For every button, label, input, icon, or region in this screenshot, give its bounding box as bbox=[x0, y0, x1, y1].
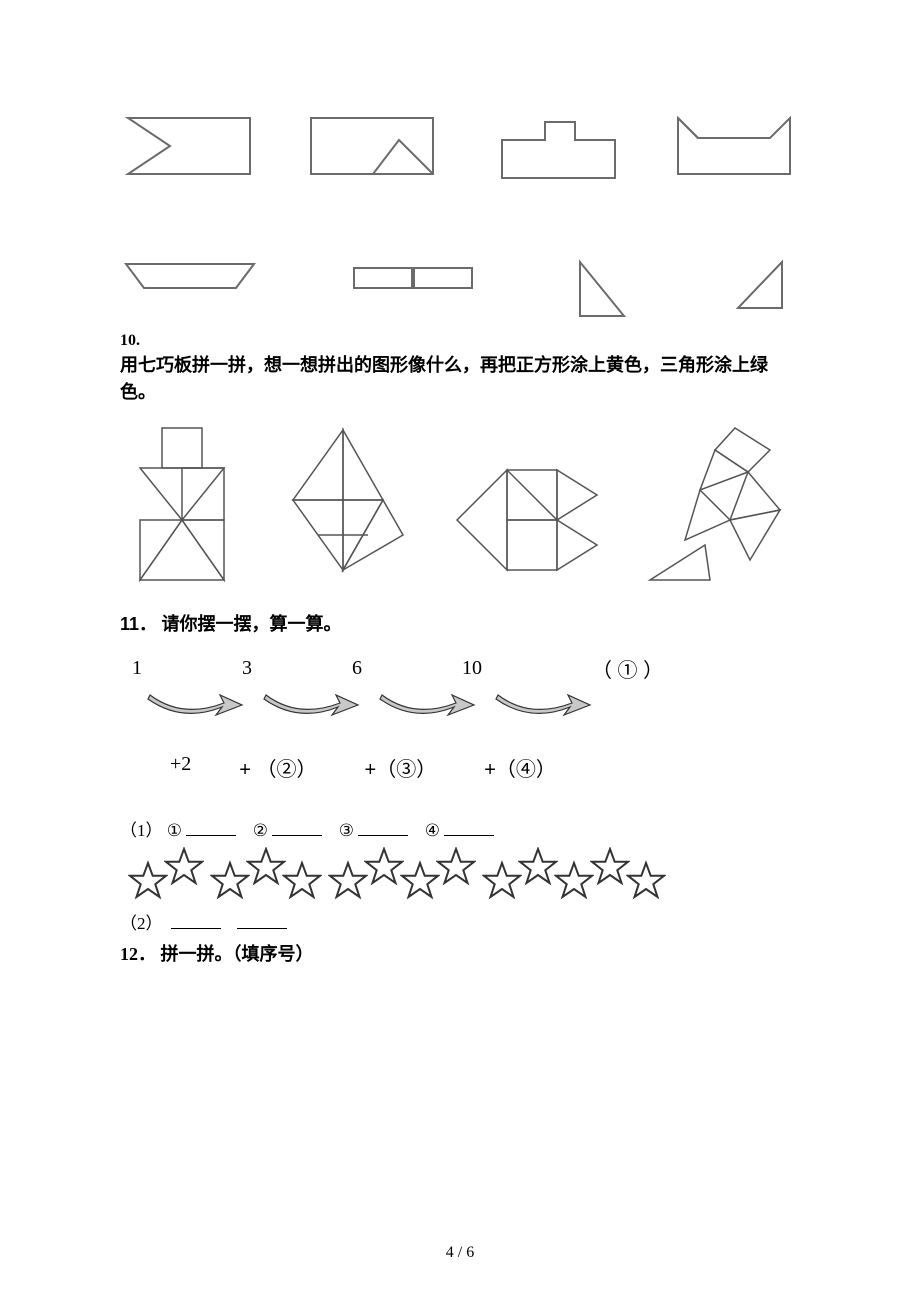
blank[interactable] bbox=[186, 819, 236, 836]
star-icon bbox=[164, 847, 204, 905]
curved-arrow-icon bbox=[490, 689, 600, 723]
tangram-fish bbox=[437, 440, 617, 600]
stars-row bbox=[120, 847, 800, 905]
shape-two-rects bbox=[350, 264, 480, 294]
tangram-rabbit bbox=[630, 420, 800, 600]
seq-n2: 3 bbox=[242, 657, 352, 680]
curved-arrow-icon bbox=[258, 689, 368, 723]
star-icon bbox=[210, 847, 250, 905]
star-group bbox=[328, 847, 472, 905]
star-icon bbox=[590, 847, 630, 905]
shapes-row-1 bbox=[120, 110, 800, 188]
star-icon bbox=[554, 847, 594, 905]
sequence-numbers: 1 3 6 10 （ ① ） bbox=[120, 654, 800, 683]
sequence-ops: +2 + （②） +（③） +（④） bbox=[120, 753, 800, 782]
op3: +（③） bbox=[365, 753, 437, 782]
tangram-row bbox=[120, 420, 800, 600]
shapes-row-2 bbox=[120, 258, 800, 322]
star-icon bbox=[400, 847, 440, 905]
q11-text: 请你摆一摆，算一算。 bbox=[162, 614, 342, 634]
tangram-diamond bbox=[263, 420, 423, 600]
star-group bbox=[210, 847, 318, 905]
blank[interactable] bbox=[272, 819, 322, 836]
op4: +（④） bbox=[484, 753, 556, 782]
curved-arrow-icon bbox=[142, 689, 252, 723]
q11-number: 11． bbox=[120, 614, 157, 634]
q12-number: 12． bbox=[120, 944, 156, 964]
item1: ① bbox=[167, 821, 182, 840]
blank[interactable] bbox=[237, 912, 287, 929]
star-icon bbox=[436, 847, 476, 905]
seq-n3: 6 bbox=[352, 657, 462, 680]
seq-answer-blank: （ ① ） bbox=[592, 654, 663, 683]
shape-right-triangle-tall bbox=[570, 258, 640, 322]
star-icon bbox=[482, 847, 522, 905]
q11-part2: （2） bbox=[120, 909, 800, 934]
op2: + （②） bbox=[239, 753, 316, 782]
page-footer: 4 / 6 bbox=[0, 1244, 920, 1262]
shape-right-triangle-narrow bbox=[730, 258, 800, 314]
star-icon bbox=[282, 847, 322, 905]
sequence-arrows bbox=[120, 689, 800, 723]
q12-title: 12． 拼一拼。（填序号） bbox=[120, 940, 800, 966]
q10-number: 10. bbox=[120, 332, 800, 350]
q11-title: 11． 请你摆一摆，算一算。 bbox=[120, 610, 800, 636]
item4: ④ bbox=[425, 821, 440, 840]
shape-tray bbox=[670, 110, 800, 182]
q10-text: 用七巧板拼一拼，想一想拼出的图形像什么，再把正方形涂上黄色，三角形涂上绿色。 bbox=[120, 352, 800, 406]
item3: ③ bbox=[339, 821, 354, 840]
star-icon bbox=[246, 847, 286, 905]
shape-trapezoid bbox=[120, 258, 260, 298]
star-icon bbox=[328, 847, 368, 905]
op1: +2 bbox=[170, 753, 191, 782]
star-group bbox=[482, 847, 662, 905]
q12-text: 拼一拼。（填序号） bbox=[161, 944, 314, 964]
star-icon bbox=[626, 847, 666, 905]
shape-rect-tab bbox=[487, 110, 627, 188]
star-icon bbox=[364, 847, 404, 905]
worksheet-page: 10. 用七巧板拼一拼，想一想拼出的图形像什么，再把正方形涂上黄色，三角形涂上绿… bbox=[0, 0, 920, 1302]
part2-label: （2） bbox=[120, 914, 163, 933]
seq-n1: 1 bbox=[132, 657, 242, 680]
blank[interactable] bbox=[171, 912, 221, 929]
item2: ② bbox=[253, 821, 268, 840]
star-group bbox=[128, 847, 200, 905]
tangram-house bbox=[120, 420, 250, 600]
star-icon bbox=[518, 847, 558, 905]
q11-part1: （1） ① ② ③ ④ bbox=[120, 816, 800, 841]
blank[interactable] bbox=[444, 819, 494, 836]
curved-arrow-icon bbox=[374, 689, 484, 723]
blank[interactable] bbox=[358, 819, 408, 836]
shape-rect-flag bbox=[303, 110, 443, 182]
shape-pentagon-notch bbox=[120, 110, 260, 182]
star-icon bbox=[128, 847, 168, 905]
seq-n4: 10 bbox=[462, 657, 592, 680]
part1-label: （1） bbox=[120, 821, 163, 840]
